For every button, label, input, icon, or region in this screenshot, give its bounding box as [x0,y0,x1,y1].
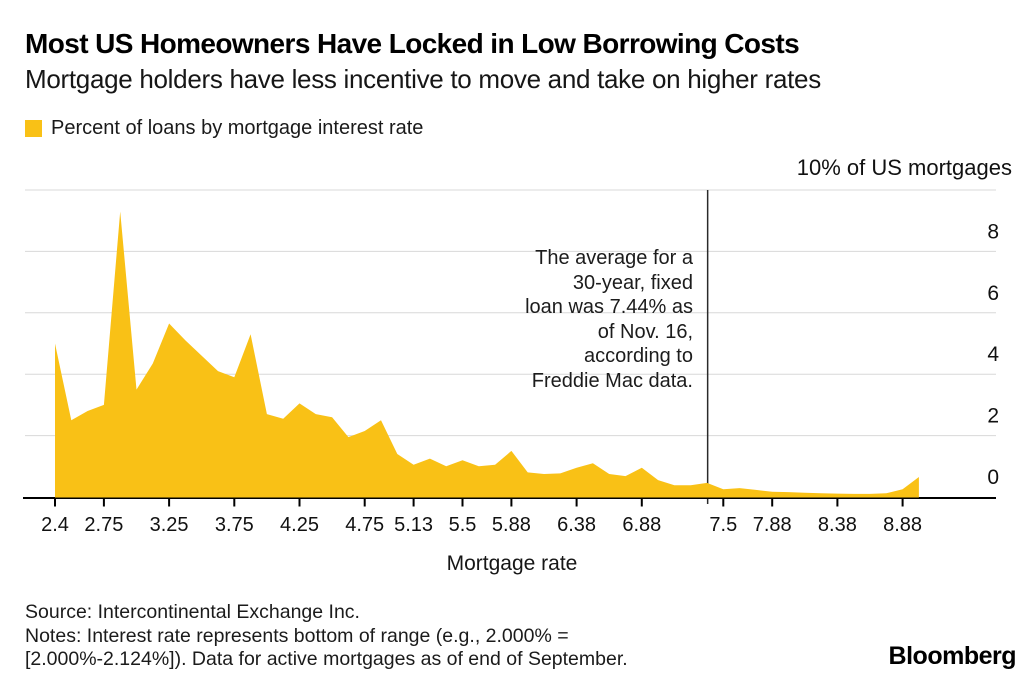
source-and-notes: Source: Intercontinental Exchange Inc. No… [25,601,628,672]
notes-lines: Notes: Interest rate represents bottom o… [25,624,628,671]
x-axis-title: Mortgage rate [446,552,578,575]
legend-swatch-icon [25,120,42,137]
x-tick-label: 6.88 [622,514,661,536]
y-tick-label: 6 [987,282,999,305]
legend: Percent of loans by mortgage interest ra… [25,117,423,140]
chart-subtitle: Mortgage holders have less incentive to … [25,64,821,94]
source-line: Source: Intercontinental Exchange Inc. [25,601,360,623]
y-tick-label: 4 [987,343,999,366]
chart-title: Most US Homeowners Have Locked in Low Bo… [25,28,800,59]
x-tick-label: 7.88 [753,514,792,536]
x-tick-label: 2.75 [84,514,123,536]
x-tick-label: 8.88 [883,514,922,536]
x-tick-label: 8.38 [818,514,857,536]
bloomberg-logo: Bloomberg [888,642,1017,670]
y-tick-label: 2 [987,405,999,428]
legend-label: Percent of loans by mortgage interest ra… [51,117,424,139]
x-tick-label: 3.25 [150,514,189,536]
x-tick-label: 4.75 [345,514,384,536]
x-tick-label: 7.5 [709,514,737,536]
x-tick-label: 5.13 [394,514,433,536]
x-tick-label: 4.25 [280,514,319,536]
y-tick-label: 0 [987,466,999,489]
x-tick-label: 5.5 [449,514,477,536]
x-tick-label: 6.38 [557,514,596,536]
area-series [55,211,919,498]
y-tick-label: 8 [987,220,999,243]
chart-annotation: The average for a 30-year, fixed loan wa… [525,247,693,392]
x-tick-label: 2.4 [41,514,69,536]
y-axis-unit-note: 10% of US mortgages [796,155,1012,180]
x-tick-label: 5.88 [492,514,531,536]
x-tick-label: 3.75 [215,514,254,536]
